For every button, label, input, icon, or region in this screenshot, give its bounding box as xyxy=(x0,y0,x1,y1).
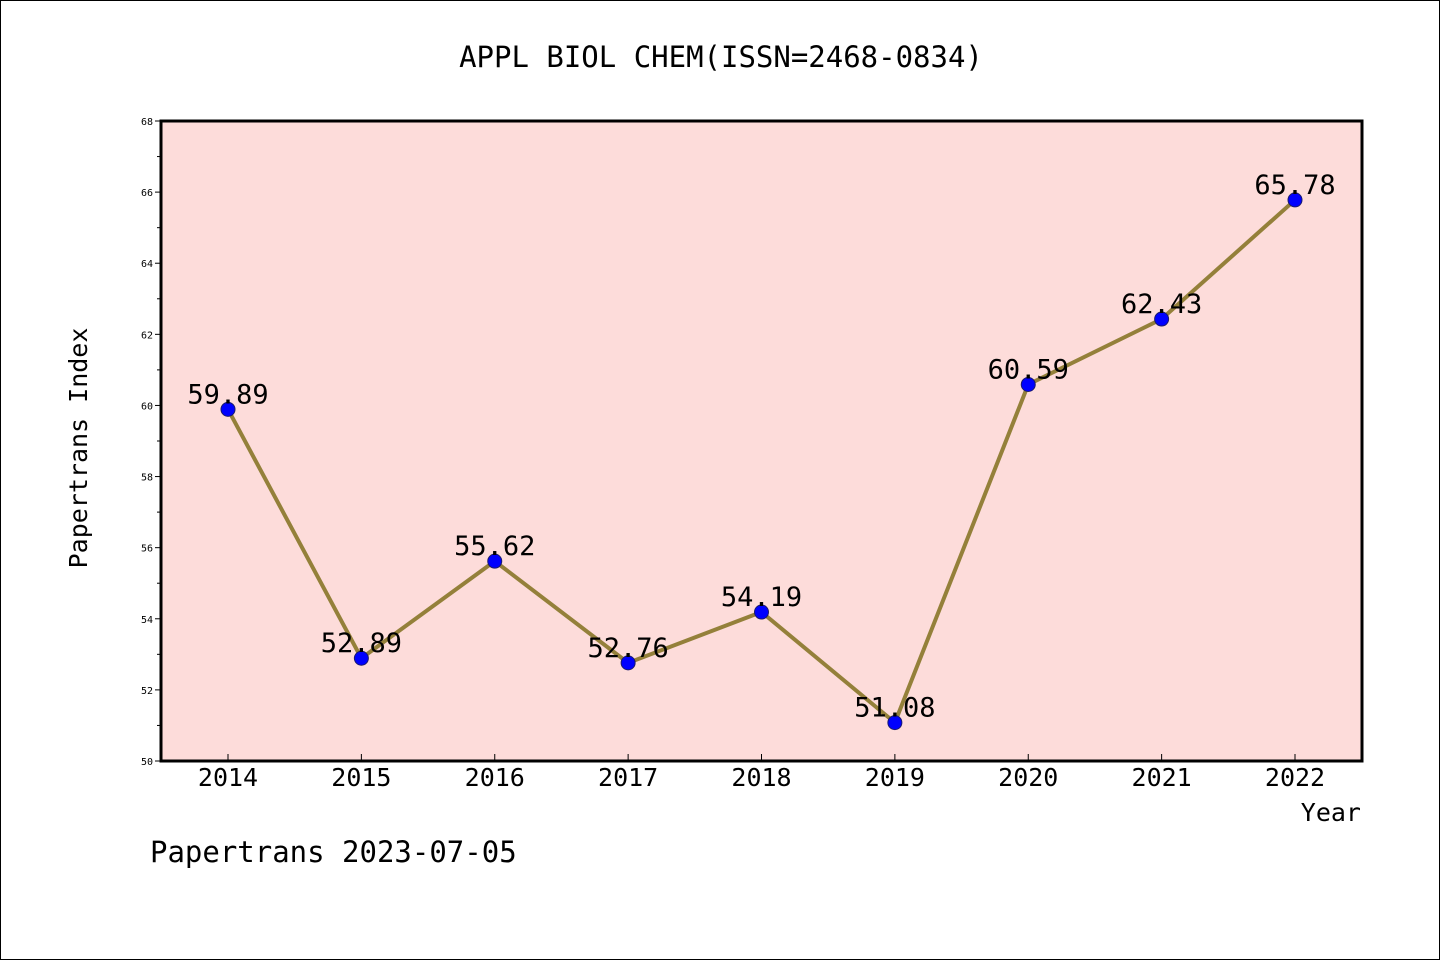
x-tick-label: 2014 xyxy=(198,763,258,792)
data-point xyxy=(754,604,769,620)
x-axis-label: Year xyxy=(1301,798,1361,827)
data-label: 52.76 xyxy=(587,633,668,664)
x-tick-label: 2018 xyxy=(731,763,791,792)
y-tick-label: 66 xyxy=(141,188,153,199)
data-label: 52.89 xyxy=(321,628,402,659)
data-label: 62.43 xyxy=(1121,289,1202,320)
y-tick-label: 54 xyxy=(141,615,153,626)
y-tick-label: 60 xyxy=(141,401,153,412)
x-tick-label: 2019 xyxy=(865,763,925,792)
y-tick-label: 56 xyxy=(141,544,153,555)
data-point xyxy=(353,650,369,666)
plot-frame xyxy=(159,119,1364,763)
footer-date-note: Papertrans 2023-07-05 xyxy=(150,835,517,869)
y-axis-label: Papertrans Index xyxy=(64,328,93,569)
data-label: 65.78 xyxy=(1254,170,1335,201)
y-tick-label: 58 xyxy=(141,473,153,484)
data-point xyxy=(1020,376,1036,392)
y-tick-label: 50 xyxy=(141,757,153,768)
x-tick-label: 2016 xyxy=(465,763,525,792)
data-point xyxy=(487,553,503,569)
y-tick-label: 62 xyxy=(141,330,153,341)
data-point xyxy=(1287,192,1303,208)
x-tick-label: 2017 xyxy=(598,763,658,792)
x-tick-label: 2021 xyxy=(1132,763,1192,792)
x-tick-label: 2015 xyxy=(331,763,391,792)
data-label: 59.89 xyxy=(187,379,268,410)
data-label: 54.19 xyxy=(721,582,802,613)
x-tick-label: 2022 xyxy=(1265,763,1325,792)
data-point xyxy=(620,655,636,671)
data-label: 60.59 xyxy=(988,354,1069,385)
data-label: 51.08 xyxy=(854,693,935,724)
y-tick-label: 64 xyxy=(141,259,153,270)
chart-title: APPL BIOL CHEM(ISSN=2468-0834) xyxy=(459,40,983,74)
x-tick-label: 2020 xyxy=(998,763,1058,792)
data-point xyxy=(1154,311,1170,327)
y-tick-label: 52 xyxy=(141,686,153,697)
data-point xyxy=(220,401,236,417)
data-point xyxy=(887,715,903,731)
data-label: 55.62 xyxy=(454,531,535,562)
plot-area xyxy=(161,121,1362,761)
y-tick-label: 68 xyxy=(141,117,153,128)
